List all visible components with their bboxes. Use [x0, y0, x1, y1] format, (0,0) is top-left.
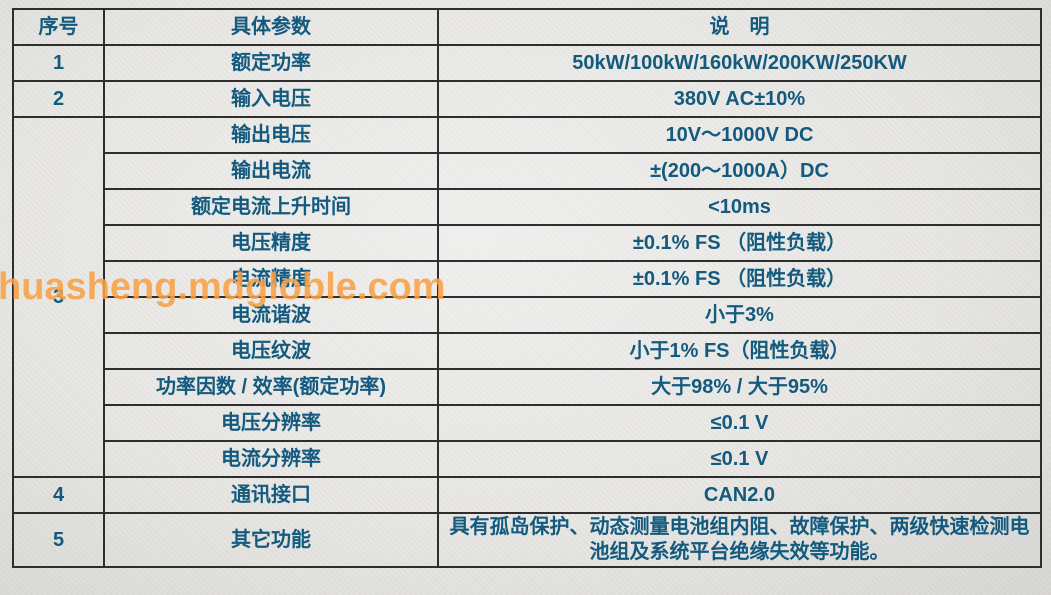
row-param: 输出电压 [103, 116, 439, 154]
row-desc: 具有孤岛保护、动态测量电池组内阻、故障保护、两级快速检测电池组及系统平台绝缘失效… [437, 512, 1042, 568]
row-desc: ±0.1% FS （阻性负载） [437, 260, 1042, 298]
row-param: 输入电压 [103, 80, 439, 118]
table-row: 1 额定功率 50kW/100kW/160kW/200KW/250KW [12, 44, 1042, 82]
row-no: 5 [12, 512, 105, 568]
table-row: 电流精度 ±0.1% FS （阻性负载） [13, 260, 1042, 298]
row-desc: ±(200～1000A）DC [437, 152, 1042, 190]
row-desc: 小于1% FS（阻性负载） [437, 332, 1042, 370]
row-desc: 小于3% [437, 296, 1042, 334]
row-desc: <10ms [437, 188, 1042, 226]
table-row: 2 输入电压 380V AC±10% [12, 80, 1042, 118]
table-row: 3 输出电压 10V～1000V DC [12, 116, 1042, 478]
table-row: 电压精度 ±0.1% FS （阻性负载） [13, 224, 1042, 262]
table-row: 电流谐波 小于3% [13, 296, 1042, 334]
row-desc: 380V AC±10% [437, 80, 1042, 118]
row-no-group3: 3 [12, 116, 105, 478]
header-desc: 说 明 [437, 8, 1042, 46]
row-desc: ≤0.1 V [437, 404, 1042, 442]
row-no: 2 [12, 80, 105, 118]
row-param: 电流分辨率 [103, 440, 439, 478]
row-param: 功率因数 / 效率(额定功率) [103, 368, 439, 406]
row-param: 电压精度 [103, 224, 439, 262]
row-param: 电压分辨率 [103, 404, 439, 442]
row-param: 输出电流 [103, 152, 439, 190]
row-no: 4 [12, 476, 105, 514]
table-header-row: 序号 具体参数 说 明 [12, 8, 1042, 46]
table-row: 电流分辨率 ≤0.1 V [13, 440, 1042, 478]
table-row: 输出电流 ±(200～1000A）DC [13, 152, 1042, 190]
spec-table: 序号 具体参数 说 明 1 额定功率 50kW/100kW/160kW/200K… [12, 8, 1042, 568]
row-desc: ±0.1% FS （阻性负载） [437, 224, 1042, 262]
table-row: 功率因数 / 效率(额定功率) 大于98% / 大于95% [13, 368, 1042, 406]
row-desc: CAN2.0 [437, 476, 1042, 514]
row-desc: 10V～1000V DC [437, 116, 1042, 154]
row-param: 额定电流上升时间 [103, 188, 439, 226]
row-desc: 大于98% / 大于95% [437, 368, 1042, 406]
row-param: 电流精度 [103, 260, 439, 298]
table-row: 电压分辨率 ≤0.1 V [13, 404, 1042, 442]
row-param: 通讯接口 [103, 476, 439, 514]
table-row: 电压纹波 小于1% FS（阻性负载） [13, 332, 1042, 370]
table-row: 5 其它功能 具有孤岛保护、动态测量电池组内阻、故障保护、两级快速检测电池组及系… [12, 512, 1042, 568]
header-no: 序号 [12, 8, 105, 46]
row-param: 其它功能 [103, 512, 439, 568]
row-no: 1 [12, 44, 105, 82]
row-desc: 50kW/100kW/160kW/200KW/250KW [437, 44, 1042, 82]
row-desc: ≤0.1 V [437, 440, 1042, 478]
table-row: 额定电流上升时间 <10ms [13, 188, 1042, 226]
row-param: 电流谐波 [103, 296, 439, 334]
header-param: 具体参数 [103, 8, 439, 46]
row-param: 电压纹波 [103, 332, 439, 370]
row-param: 额定功率 [103, 44, 439, 82]
table-row: 4 通讯接口 CAN2.0 [12, 476, 1042, 514]
